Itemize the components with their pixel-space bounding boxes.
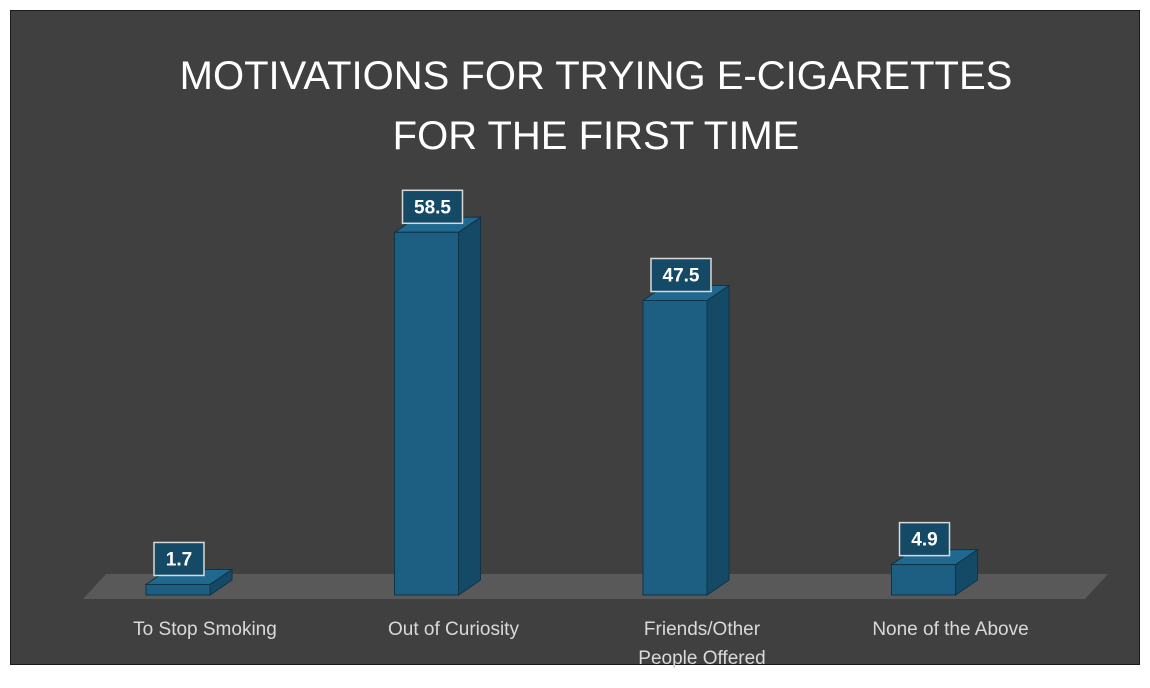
bar-3 — [891, 564, 956, 596]
category-label-1: Out of Curiosity — [388, 619, 519, 640]
chart-svg: MOTIVATIONS FOR TRYING E-CIGARETTES FOR … — [83, 54, 1108, 669]
bar-side-1 — [458, 216, 481, 596]
data-label-box-0 — [153, 541, 205, 577]
category-label-2-line-1: People Offered — [638, 648, 765, 669]
bar-2 — [642, 300, 708, 596]
bar-0 — [145, 583, 211, 596]
category-label-3: None of the Above — [872, 619, 1028, 640]
chart-title-line-1: MOTIVATIONS FOR TRYING E-CIGARETTES — [180, 54, 1013, 98]
data-label-2: 47.5 — [663, 266, 700, 287]
data-label-box-3 — [898, 521, 951, 557]
chart-floor — [83, 574, 1108, 599]
data-label-0: 1.7 — [166, 549, 192, 570]
bar-group: 1.7 To Stop Smoking 58.5 Out of Curiosity 47… — [133, 189, 1029, 669]
data-label-box-2 — [650, 257, 712, 293]
bar-side-2 — [706, 284, 730, 596]
bar-1 — [394, 231, 459, 596]
data-label-box-1 — [401, 189, 464, 225]
data-label-3: 4.9 — [911, 530, 937, 551]
data-label-1: 58.5 — [414, 197, 451, 218]
chart-frame: MOTIVATIONS FOR TRYING E-CIGARETTES FOR … — [10, 10, 1140, 669]
chart-title-line-2: FOR THE FIRST TIME — [393, 114, 800, 158]
category-label-2-line-0: Friends/Other — [644, 619, 761, 640]
category-label-0: To Stop Smoking — [133, 619, 277, 640]
